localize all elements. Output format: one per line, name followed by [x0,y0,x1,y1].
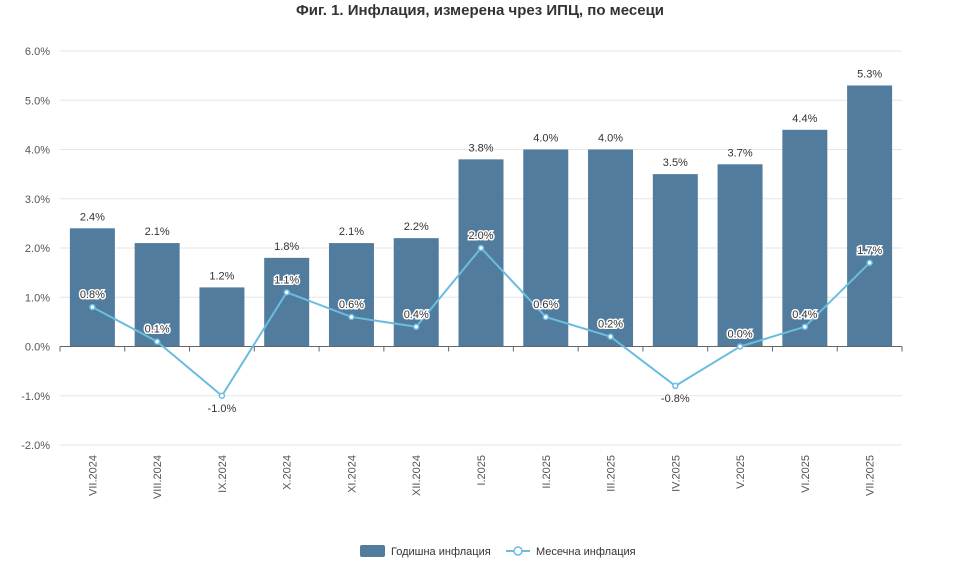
bar-label: 3.5% [663,157,688,169]
line-label: 0.6% [339,299,364,311]
bar [717,164,763,347]
line-point [607,333,614,340]
bar-label: 4.4% [792,113,817,125]
line-label: 0.2% [598,319,623,331]
bar-label: 2.4% [80,211,105,223]
y-tick-label: 0.0% [25,342,50,354]
bar [328,243,374,347]
x-tick-label: II.2025 [541,455,553,489]
line-label: 1.7% [857,245,882,257]
bar [264,257,310,347]
legend-item-annual[interactable]: Годишна инфлация [360,545,491,558]
bar-label: 1.8% [274,241,299,253]
line-label: 0.0% [728,329,753,341]
line-label: 2.0% [468,230,493,242]
bar [782,129,828,347]
line-point [542,313,550,321]
x-tick-label: XI.2024 [346,455,358,493]
bar-labels: 2.4% 2.1% 1.2% 1.8% 2.1% 2.2% 3.8% 4.0% 4.0% 3.5%… [80,68,883,282]
y-tick-label: 6.0% [25,46,50,58]
x-tick-label: VI.2025 [800,455,812,493]
bar [393,238,439,347]
y-tick-label: 5.0% [25,95,50,107]
bar-series [69,85,893,347]
line-point [801,323,809,331]
bar [458,159,504,347]
line-label: 0.8% [80,289,105,301]
legend-swatch-marker [513,546,523,556]
line-point [89,303,96,311]
bar-label: 2.2% [404,221,429,233]
bar [523,149,569,347]
legend-label: Годишна инфлация [391,546,491,558]
line-series [89,244,873,399]
legend-swatch-bar [360,545,385,557]
x-tick-label: V.2025 [735,455,747,489]
line-label: -0.8% [661,393,690,405]
line-label: 1.1% [274,274,299,286]
x-tick-label: VII.2024 [87,455,99,496]
line-label: 0.1% [145,324,170,336]
line-labels: 0.8% 0.1% -1.0% 1.1% 0.6% 0.4% 2.0% 0.6% 0.2% -0.… [78,229,884,417]
bar [134,243,180,347]
bar-label: 2.1% [145,226,170,238]
line-point [153,338,161,345]
bar [652,174,698,347]
legend[interactable]: Годишна инфлация Месечна инфлация [360,545,636,558]
line-point [283,289,290,296]
bar-label: 5.3% [857,68,882,80]
legend-item-monthly[interactable]: Месечна инфлация [506,546,636,558]
bar-label: 4.0% [598,133,623,145]
y-tick-label: 1.0% [25,292,50,304]
line-point [736,343,744,350]
y-tick-label: 2.0% [25,243,50,255]
x-tick-label: XII.2024 [411,455,423,496]
bar-label: 3.8% [468,142,493,154]
line-point [412,323,420,331]
x-tick-label: I.2025 [476,455,488,486]
line-point [218,392,226,399]
x-tick-label: X.2024 [282,455,294,490]
x-tick-label: IV.2025 [670,455,682,492]
y-tick-label: 4.0% [25,145,50,157]
line-label: 0.6% [533,299,558,311]
bar-label: 3.7% [728,147,753,159]
y-tick-label: 3.0% [25,194,50,206]
chart-title: Фиг. 1. Инфлация, измерена чрез ИПЦ, по … [295,2,665,19]
line-point [866,259,873,267]
x-axis [59,346,903,352]
bar [588,149,634,347]
x-tick-label: III.2025 [606,455,618,492]
legend-label: Месечна инфлация [536,546,636,558]
x-axis-ticks: VII.2024 VIII.2024 IX.2024 X.2024 XI.2024 XII… [87,455,876,499]
x-tick-label: IX.2024 [217,455,229,493]
bar [847,85,893,347]
line-point [477,244,485,252]
y-tick-label: -2.0% [21,440,50,452]
bar [69,228,115,347]
y-axis-ticks: 6.0% 5.0% 4.0% 3.0% 2.0% 1.0% 0.0% -1.0% -2.0% [21,46,50,452]
line-point [672,382,679,390]
bar-label: 1.2% [209,270,234,282]
line-point [348,313,355,321]
x-tick-label: VIII.2024 [152,455,164,499]
line-label: -1.0% [208,403,237,415]
bar-label: 2.1% [339,226,364,238]
x-tick-label: VII.2025 [865,455,877,496]
bar [199,287,245,347]
y-tick-label: -1.0% [21,391,50,403]
line-label: 0.4% [404,309,429,321]
bar-label: 4.0% [533,133,558,145]
line-label: 0.4% [792,309,817,321]
